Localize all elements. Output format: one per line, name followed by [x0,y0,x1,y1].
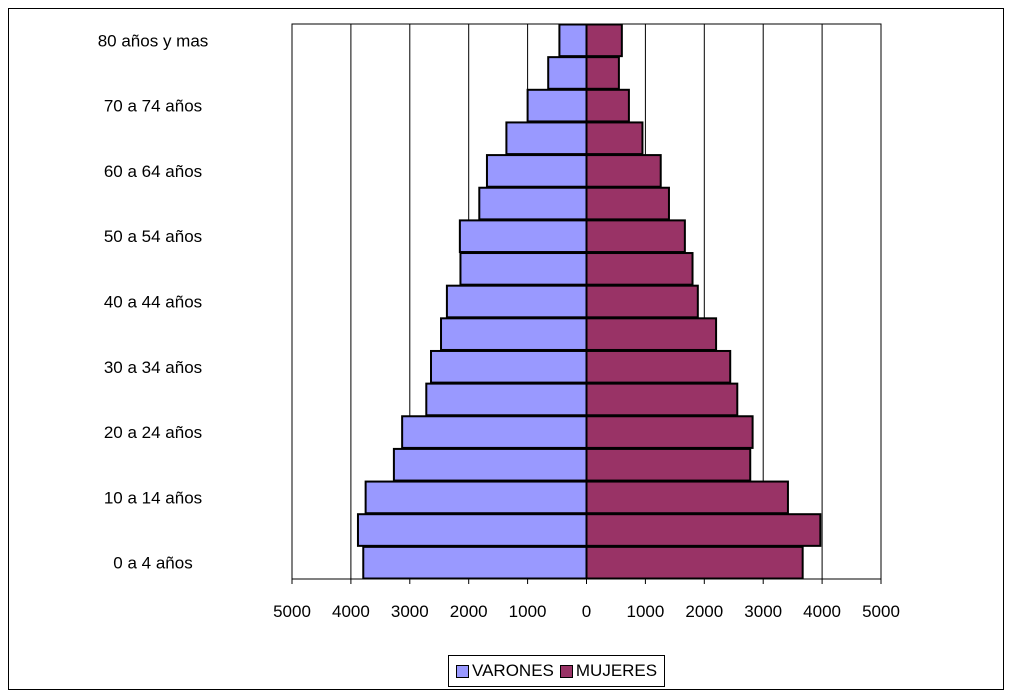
varones-bars [356,23,588,580]
bar-mujeres [585,88,630,123]
y-tick-label: 60 a 64 años [104,162,202,181]
bar-varones [485,154,588,188]
bar-varones [392,447,588,482]
x-tick-label: 3000 [391,602,429,621]
bar-varones [558,23,588,58]
bar-mujeres [585,252,694,286]
bar-varones [459,252,588,286]
bar-mujeres [585,513,822,547]
bar-varones [505,121,588,156]
y-tick-label: 70 a 74 años [104,97,202,116]
bar-mujeres [585,545,804,580]
bar-varones [430,349,588,384]
y-axis-labels: 0 a 4 años 10 a 14 años 20 a 24 años 30 a 3… [98,31,209,572]
bar-mujeres [585,23,623,58]
x-tick-label: 2000 [685,602,723,621]
legend-item-mujeres: MUJERES [559,661,658,681]
x-tick-label: 5000 [273,602,311,621]
bar-varones [547,56,588,90]
bar-varones [440,317,588,351]
bar-varones [458,219,588,254]
bar-varones [425,382,588,417]
bar-varones [401,415,588,449]
bar-mujeres [585,349,732,384]
legend-swatch-mujeres [559,664,573,678]
legend-swatch-varones [456,664,469,678]
bar-mujeres [585,219,686,254]
y-tick-label: 0 a 4 años [113,554,192,573]
x-tick-label: 1000 [626,602,664,621]
y-tick-label: 30 a 34 años [104,358,202,377]
x-tick-label: 1000 [509,602,547,621]
bar-varones [445,284,588,319]
bar-mujeres [585,447,752,482]
bar-mujeres [585,480,789,515]
y-tick-label: 40 a 44 años [104,293,202,312]
x-tick-label: 2000 [450,602,488,621]
bar-mujeres [585,284,699,319]
legend-label-mujeres: MUJERES [575,661,658,680]
y-tick-label: 10 a 14 años [104,488,202,507]
x-tick-label: 3000 [744,602,782,621]
legend: VARONES MUJERES [448,655,666,687]
bar-varones [478,186,588,221]
x-tick-label: 4000 [332,602,370,621]
legend-item-varones: VARONES [456,661,554,681]
bar-varones [356,513,588,547]
bar-mujeres [585,317,718,351]
y-tick-label: 20 a 24 años [104,423,202,442]
bar-mujeres [585,382,739,417]
mujeres-bars [585,23,822,580]
bar-mujeres [585,415,754,449]
bar-varones [364,480,588,515]
bar-mujeres [585,154,662,188]
x-tick-label: 0 [582,602,591,621]
y-tick-label: 50 a 54 años [104,227,202,246]
y-tick-label: 80 años y mas [98,31,209,50]
bar-mujeres [585,186,670,221]
x-tick-label: 4000 [803,602,841,621]
bar-mujeres [585,121,644,156]
bar-mujeres [585,56,620,90]
bar-varones [362,545,588,580]
legend-label-varones: VARONES [472,661,554,680]
bar-varones [526,88,588,123]
x-tick-label: 5000 [862,602,900,621]
x-axis-labels: 5000 4000 3000 2000 1000 0 1000 2000 3000 4000 500… [273,602,900,621]
